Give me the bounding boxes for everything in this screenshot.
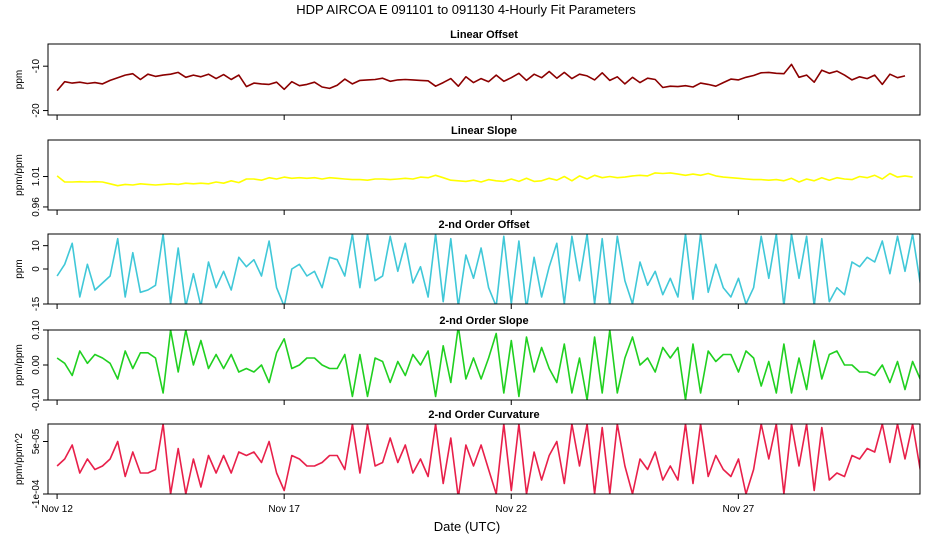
series-line (56, 172, 913, 187)
series-line (56, 63, 906, 92)
y-axis-label: ppm/ppm^2 (14, 433, 25, 485)
plot-frame (47, 43, 921, 116)
x-axis: Nov 12 Nov 17 Nov 22 Nov 27 (41, 504, 754, 515)
plot-frame (47, 233, 921, 305)
panel-title: Linear Offset (450, 29, 518, 41)
y-tick-label: 0.10 (31, 320, 42, 340)
y-tick-label: 0 (31, 266, 42, 272)
y-tick-label: -20 (31, 103, 42, 118)
series-line (56, 330, 920, 400)
y-tick-label: -10 (31, 59, 42, 74)
y-tick-label: 1.01 (31, 166, 42, 186)
x-axis-label: Date (UTC) (434, 519, 500, 534)
x-tick-label: Nov 12 (41, 504, 73, 515)
panel-title: 2-nd Order Slope (439, 315, 528, 327)
y-axis-label: ppm (14, 70, 25, 89)
y-tick-label: 10 (31, 240, 42, 252)
y-tick-label: -15 (31, 296, 42, 311)
panel-4: 2-nd Order Slope 0.10 0.00 -0.10 ppm/ppm (14, 315, 921, 411)
panel-3: 2-nd Order Offset 10 0 -15 ppm (14, 219, 921, 311)
y-tick-label: -0.10 (31, 388, 42, 411)
series-line (56, 234, 920, 304)
x-tick-label: Nov 22 (495, 504, 527, 515)
plot-frame (47, 423, 921, 495)
panel-1: Linear Offset -10 -20 ppm (14, 29, 921, 120)
y-tick-label: -1e-04 (31, 479, 42, 508)
panel-2: Linear Slope 1.01 0.96 ppm/ppm (14, 125, 921, 217)
y-tick-label: 0.96 (31, 197, 42, 217)
y-axis-label: ppm/ppm (14, 154, 25, 196)
x-tick-label: Nov 17 (268, 504, 300, 515)
plot-frame (47, 139, 921, 211)
x-tick-label: Nov 27 (722, 504, 754, 515)
series-line (56, 424, 920, 494)
panel-title: 2-nd Order Offset (438, 219, 529, 231)
panels: Linear Offset -10 -20 ppm Linear Slope 1.01 0.… (14, 29, 921, 508)
panel-5: 2-nd Order Curvature 5e-05 -1e-04 ppm/ppm^2 (14, 409, 921, 508)
panel-title: Linear Slope (451, 125, 517, 137)
y-tick-label: 0.00 (31, 355, 42, 375)
y-axis-label: ppm (14, 259, 25, 278)
y-tick-label: 5e-05 (31, 428, 42, 454)
figure-title: HDP AIRCOA E 091101 to 091130 4-Hourly F… (296, 2, 636, 17)
panel-title: 2-nd Order Curvature (428, 409, 539, 421)
y-axis-label: ppm/ppm (14, 344, 25, 386)
